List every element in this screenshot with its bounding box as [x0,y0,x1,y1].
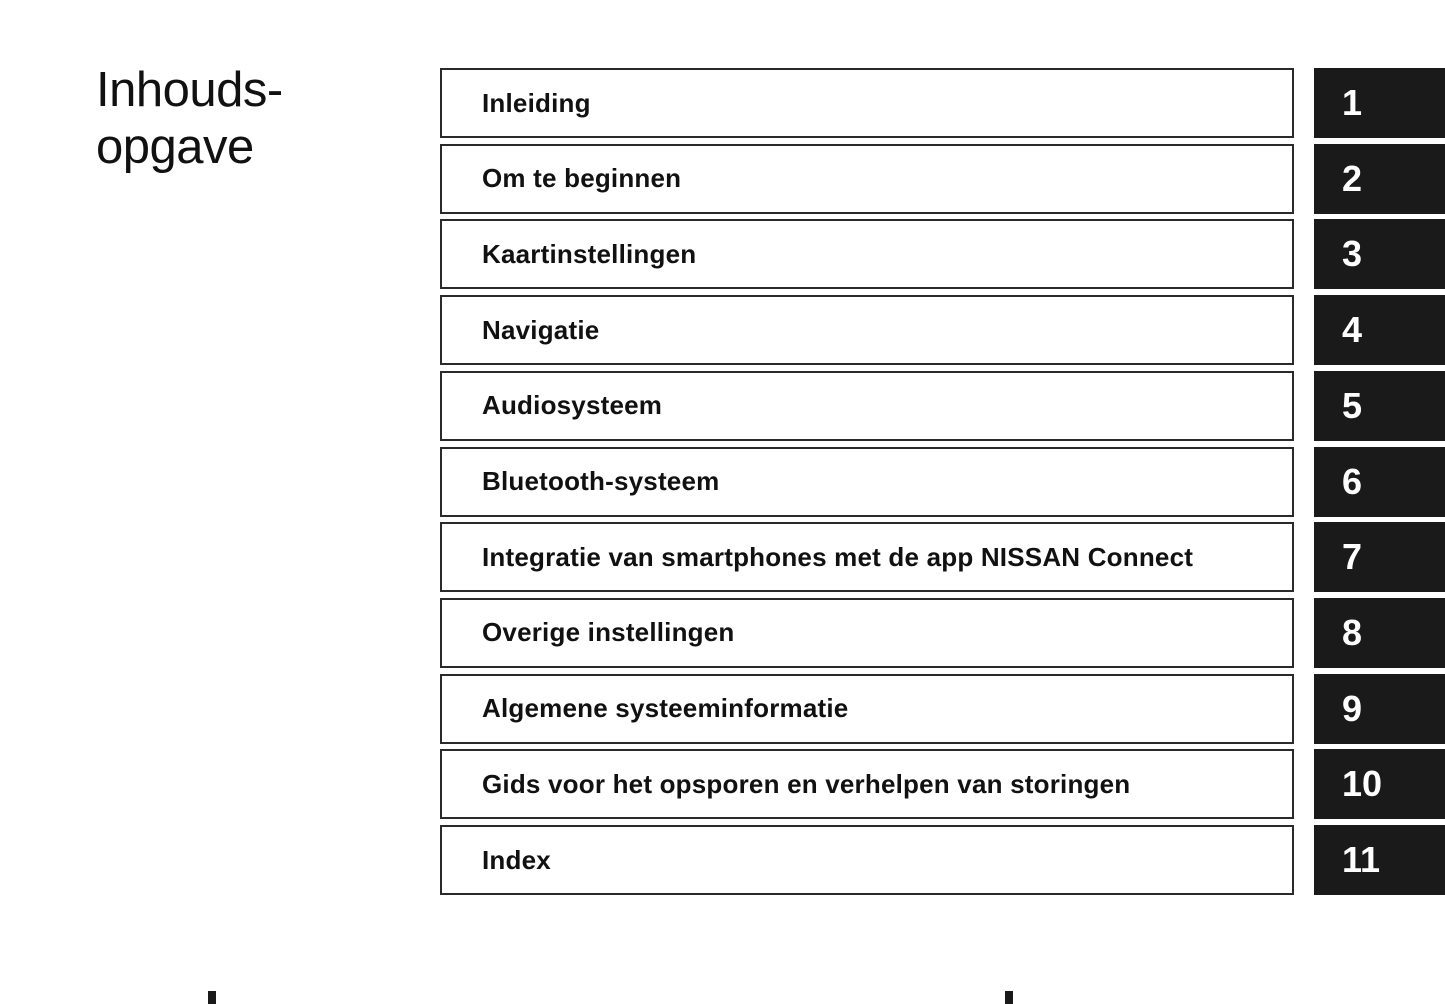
chapter-number: 2 [1342,157,1363,199]
toc-row: Inleiding 1 [440,68,1445,138]
chapter-tab[interactable]: 2 [1314,143,1445,214]
chapter-tab[interactable]: 9 [1314,673,1445,744]
chapter-number: 3 [1342,233,1363,275]
chapter-link[interactable]: Inleiding [440,68,1294,138]
toc-row: Kaartinstellingen 3 [440,219,1445,290]
chapter-tab[interactable]: 8 [1314,597,1445,668]
chapter-link[interactable]: Audiosysteem [440,370,1294,441]
chapter-tab[interactable]: 4 [1314,295,1445,366]
chapter-link[interactable]: Integratie van smartphones met de app NI… [440,522,1294,593]
chapter-link[interactable]: Index [440,825,1294,895]
chapter-title: Overige instellingen [482,617,735,648]
toc-row: Bluetooth-systeem 6 [440,446,1445,517]
chapter-tab[interactable]: 6 [1314,446,1445,517]
chapter-number: 6 [1342,460,1363,502]
chapter-tab[interactable]: 3 [1314,219,1445,290]
toc-row: Navigatie 4 [440,295,1445,366]
chapter-tab[interactable]: 1 [1314,68,1445,138]
chapter-title: Om te beginnen [482,163,682,194]
toc-row: Overige instellingen 8 [440,597,1445,668]
chapter-link[interactable]: Kaartinstellingen [440,219,1294,290]
chapter-title: Algemene systeeminformatie [482,693,849,724]
page-title-line-2: opgave [96,120,254,174]
chapter-tab[interactable]: 11 [1314,825,1445,895]
chapter-number: 5 [1342,384,1363,426]
chapter-title: Kaartinstellingen [482,238,697,269]
page-title: Inhouds- opgave [96,62,283,176]
toc-row: Integratie van smartphones met de app NI… [440,522,1445,593]
chapter-title: Audiosysteem [482,390,663,421]
chapter-tab[interactable]: 7 [1314,522,1445,593]
chapter-link[interactable]: Algemene systeeminformatie [440,673,1294,744]
chapter-number: 1 [1342,82,1363,123]
chapter-title: Inleiding [482,87,591,118]
toc-row: Index 11 [440,825,1445,895]
chapter-title: Index [482,844,551,875]
crop-mark-right [1005,991,1013,1004]
chapter-title: Integratie van smartphones met de app NI… [482,541,1194,572]
chapter-link[interactable]: Overige instellingen [440,597,1294,668]
chapter-link[interactable]: Gids voor het opsporen en verhelpen van … [440,749,1294,820]
chapter-link[interactable]: Bluetooth-systeem [440,446,1294,517]
chapter-link[interactable]: Om te beginnen [440,143,1294,214]
chapter-number: 10 [1342,763,1383,805]
chapter-number: 4 [1342,309,1363,351]
toc-row: Algemene systeeminformatie 9 [440,673,1445,744]
chapter-tab[interactable]: 5 [1314,370,1445,441]
chapter-tab[interactable]: 10 [1314,749,1445,820]
toc-row: Om te beginnen 2 [440,143,1445,214]
chapter-title: Gids voor het opsporen en verhelpen van … [482,768,1131,799]
chapter-title: Bluetooth-systeem [482,466,720,496]
chapter-number: 9 [1342,687,1363,729]
chapter-number: 8 [1342,611,1363,653]
page-title-line-1: Inhouds- [96,63,283,117]
chapter-title: Navigatie [482,314,600,345]
chapter-number: 7 [1342,536,1363,578]
toc-row: Audiosysteem 5 [440,370,1445,441]
chapter-number: 11 [1342,839,1381,880]
toc-row: Gids voor het opsporen en verhelpen van … [440,749,1445,820]
chapter-link[interactable]: Navigatie [440,295,1294,366]
crop-mark-left [208,991,216,1004]
